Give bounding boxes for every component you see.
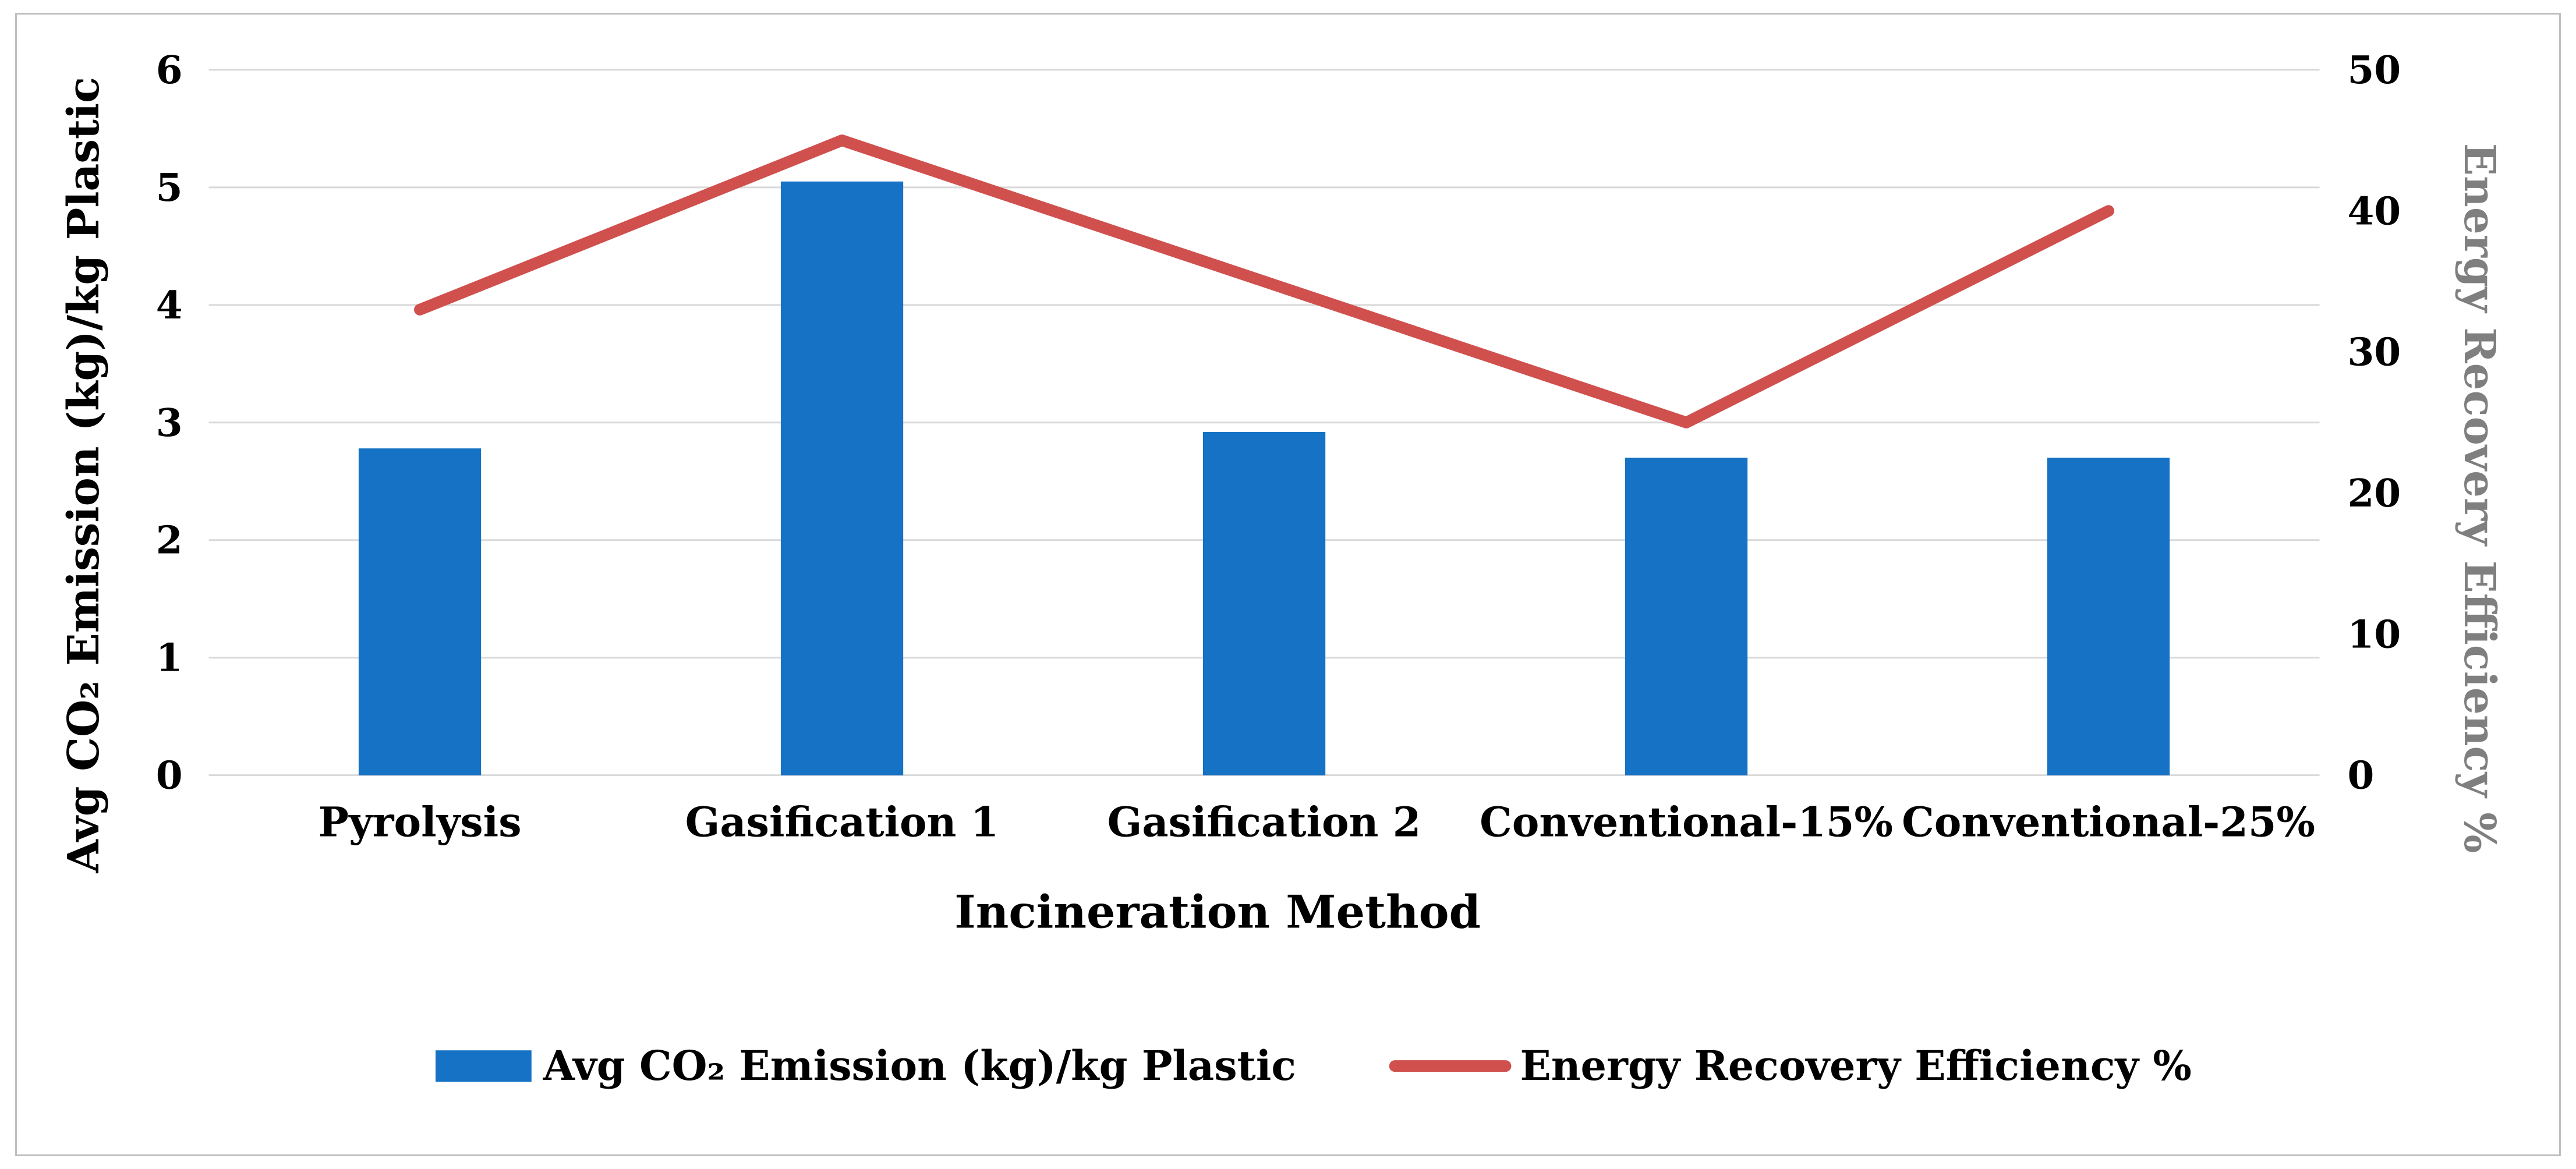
right-axis-tick-label: 30 [2347, 330, 2401, 375]
combo-chart: 0 1 2 3 4 5 6 0 10 20 30 40 50 Pyrolysis Gasification … [59, 47, 2504, 1090]
left-axis-tick-label: 4 [156, 282, 183, 328]
left-axis-title: Avg CO₂ Emission (kg)/kg Plastic [59, 77, 109, 874]
legend-swatch-bar [436, 1050, 532, 1082]
right-axis-tick-label: 10 [2347, 611, 2401, 657]
bar-Conventional-25% [2047, 458, 2170, 775]
bar-Gasification 1 [780, 181, 904, 775]
legend-label-line: Energy Recovery Efficiency % [1520, 1042, 2191, 1090]
bar-Gasification 2 [1202, 431, 1326, 775]
chart-figure: 0 1 2 3 4 5 6 0 10 20 30 40 50 Pyrolysis Gasification … [15, 13, 2561, 1156]
bar-Conventional-15% [1625, 458, 1748, 775]
x-axis-category-label: Pyrolysis [319, 799, 522, 846]
right-axis-title: Energy Recovery Efficiency % [2454, 143, 2504, 853]
right-axis-tick-label: 40 [2347, 188, 2401, 233]
bar-Pyrolysis [358, 448, 482, 775]
x-axis-category-label: Gasification 2 [1107, 799, 1421, 846]
left-axis-tick-label: 1 [156, 635, 183, 681]
x-axis-category-label: Conventional-15% [1480, 799, 1893, 846]
x-axis-title: Incineration Method [954, 885, 1481, 938]
left-axis-tick-label: 0 [156, 753, 183, 798]
left-axis-tick-label: 5 [156, 165, 183, 210]
x-axis-category-label: Gasification 1 [685, 799, 999, 846]
legend-label-bar: Avg CO₂ Emission (kg)/kg Plastic [543, 1042, 1296, 1090]
x-axis-category-label: Conventional-25% [1902, 799, 2315, 846]
left-axis-tick-label: 2 [156, 518, 183, 563]
right-axis-tick-label: 20 [2347, 470, 2401, 516]
left-axis-tick-label: 6 [156, 47, 183, 93]
left-axis-tick-label: 3 [156, 400, 183, 445]
energy-recovery-line [414, 134, 2115, 428]
right-axis-tick-label: 50 [2347, 47, 2401, 93]
right-axis-tick-label: 0 [2347, 753, 2374, 798]
